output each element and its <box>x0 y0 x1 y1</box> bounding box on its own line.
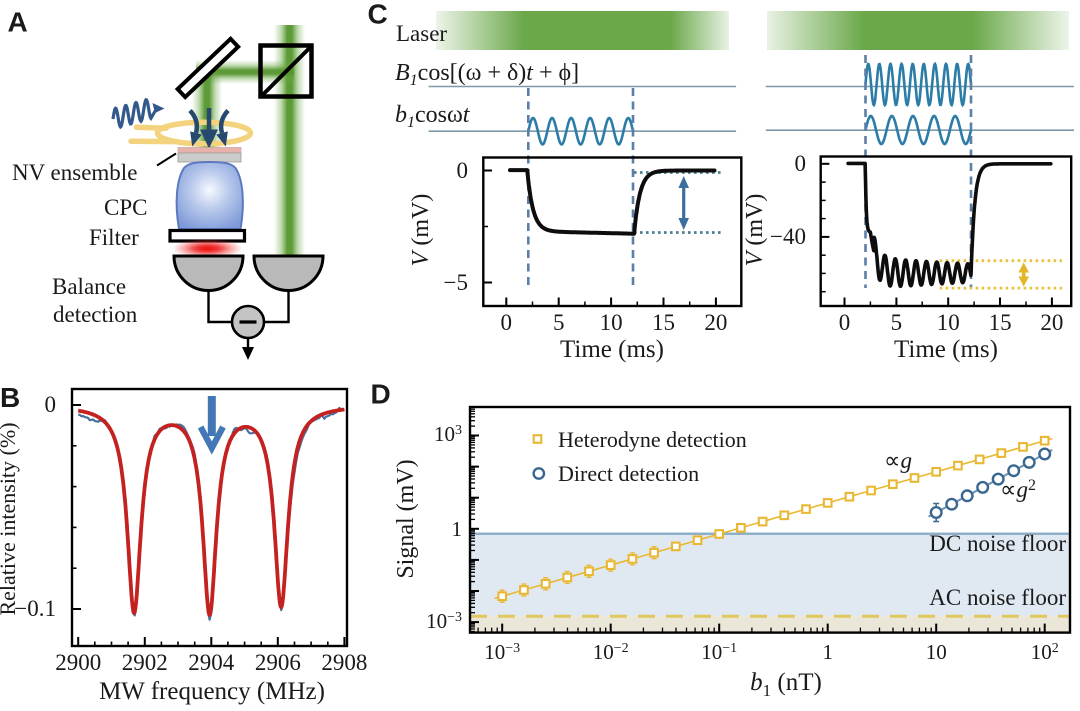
svg-text:10: 10 <box>926 640 947 664</box>
svg-text:2906: 2906 <box>255 650 301 675</box>
svg-text:102: 102 <box>1031 640 1059 664</box>
svg-text:V (mV): V (mV) <box>408 194 434 267</box>
svg-text:10: 10 <box>600 310 623 335</box>
svg-text:0: 0 <box>501 310 513 335</box>
svg-text:20: 20 <box>1040 310 1063 335</box>
svg-text:MW frequency (MHz): MW frequency (MHz) <box>99 678 325 705</box>
svg-text:b1cosωt: b1cosωt <box>395 102 471 131</box>
svg-text:10−2: 10−2 <box>593 640 629 664</box>
svg-text:2904: 2904 <box>188 650 235 675</box>
svg-text:Heterodyne detection: Heterodyne detection <box>558 427 747 452</box>
svg-text:5: 5 <box>553 310 565 335</box>
svg-text:∝g2: ∝g2 <box>1000 477 1036 502</box>
svg-text:Time (ms): Time (ms) <box>560 336 664 363</box>
svg-text:b1 (nT): b1 (nT) <box>750 669 822 700</box>
svg-text:10−3: 10−3 <box>484 640 520 664</box>
svg-text:CPC: CPC <box>104 195 147 220</box>
svg-text:A: A <box>8 7 28 38</box>
svg-text:1: 1 <box>452 517 463 541</box>
svg-text:V (mV): V (mV) <box>742 194 768 267</box>
svg-text:20: 20 <box>704 310 727 335</box>
svg-text:10−3: 10−3 <box>426 609 462 633</box>
svg-text:10−1: 10−1 <box>701 640 737 664</box>
svg-text:103: 103 <box>434 422 462 446</box>
svg-text:D: D <box>371 379 391 410</box>
svg-text:C: C <box>368 0 388 30</box>
svg-text:−0.1: −0.1 <box>14 596 56 621</box>
svg-text:2908: 2908 <box>321 650 367 675</box>
svg-text:0: 0 <box>457 158 469 183</box>
svg-text:0: 0 <box>839 310 851 335</box>
svg-text:0: 0 <box>795 151 807 176</box>
svg-text:NV ensemble: NV ensemble <box>12 160 137 185</box>
svg-text:DC noise floor: DC noise floor <box>929 531 1066 556</box>
svg-text:Direct detection: Direct detection <box>558 461 699 486</box>
svg-text:−5: −5 <box>444 270 468 295</box>
svg-text:0: 0 <box>45 392 57 417</box>
svg-text:1: 1 <box>822 640 833 664</box>
svg-text:Relative intensity (%): Relative intensity (%) <box>0 422 20 615</box>
svg-text:detection: detection <box>53 302 138 327</box>
svg-text:−40: −40 <box>770 224 806 249</box>
svg-text:5: 5 <box>891 310 903 335</box>
svg-text:Time (ms): Time (ms) <box>894 336 998 363</box>
svg-text:Balance: Balance <box>52 274 126 299</box>
svg-text:2902: 2902 <box>122 650 168 675</box>
svg-text:B1cos[(ω + δ)t + ϕ]: B1cos[(ω + δ)t + ϕ] <box>395 60 579 89</box>
svg-text:Signal (mV): Signal (mV) <box>393 459 419 578</box>
svg-text:Filter: Filter <box>89 225 139 250</box>
svg-text:∝g: ∝g <box>884 448 912 473</box>
svg-text:Laser: Laser <box>396 21 447 46</box>
svg-text:15: 15 <box>989 310 1012 335</box>
svg-text:2900: 2900 <box>55 650 101 675</box>
svg-text:15: 15 <box>652 310 675 335</box>
svg-text:B: B <box>0 382 20 413</box>
svg-text:10: 10 <box>937 310 960 335</box>
svg-text:AC noise floor: AC noise floor <box>929 585 1066 610</box>
